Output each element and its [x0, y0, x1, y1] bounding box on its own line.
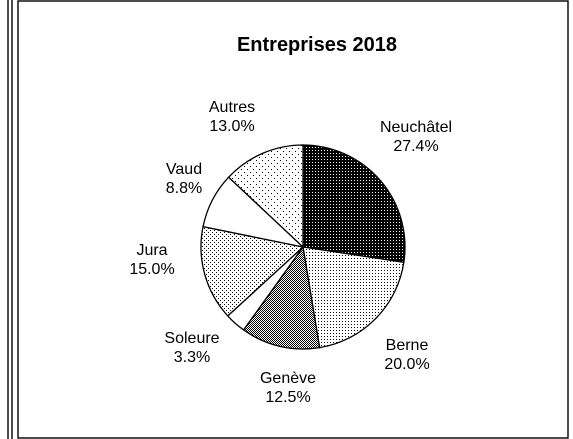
pie-slice-jura: [200, 225, 305, 317]
pie-slice-berne: [302, 246, 405, 349]
pie-group: [200, 144, 406, 350]
slice-label: Genève: [260, 370, 316, 387]
chart-frame: [17, 0, 569, 439]
slice-percent-label: 13.0%: [209, 118, 254, 135]
pie-slice-geneve: [242, 245, 321, 350]
chart-title: Entreprises 2018: [237, 34, 397, 56]
slice-percent-label: 27.4%: [393, 138, 438, 155]
slice-label: Vaud: [166, 161, 202, 178]
slice-label: Neuchâtel: [380, 119, 452, 136]
slice-percent-label: 8.8%: [166, 180, 202, 197]
slice-label: Berne: [386, 337, 429, 354]
slice-percent-label: 12.5%: [265, 389, 310, 406]
slice-percent-label: 3.3%: [174, 349, 210, 366]
pie-slice-autres: [227, 144, 304, 249]
slice-percent-label: 15.0%: [129, 261, 174, 278]
slice-label: Autres: [209, 99, 255, 116]
slice-labels: Neuchâtel 27.4% Berne 20.0% Genève 12.5% Soleu…: [129, 99, 452, 406]
slice-percent-label: 20.0%: [384, 356, 429, 373]
pie-slice-neuchatel: [302, 144, 406, 264]
slice-label: Jura: [136, 242, 167, 259]
slice-label: Soleure: [164, 330, 219, 347]
